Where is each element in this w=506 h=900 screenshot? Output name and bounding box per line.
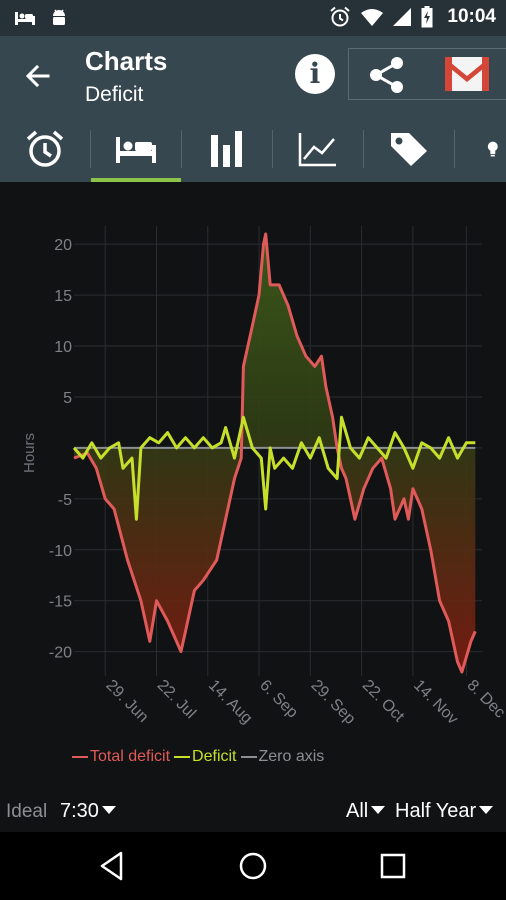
y-tick-label: -10	[49, 543, 72, 560]
page-subtitle: Deficit	[85, 83, 144, 106]
tab-trend[interactable]	[273, 116, 363, 182]
legend-item: Deficit	[174, 748, 237, 766]
trend-chart-icon	[298, 133, 336, 167]
chevron-down-icon	[371, 806, 386, 815]
wifi-icon	[361, 9, 384, 26]
signal-icon	[393, 8, 412, 26]
y-tick-label: -15	[49, 594, 72, 611]
ideal-value: 7:30	[60, 800, 99, 822]
alarm-clock-icon	[26, 130, 64, 167]
x-tick-label: 14. Aug	[205, 677, 255, 727]
y-tick-label: 15	[54, 288, 72, 305]
gmail-icon[interactable]	[445, 57, 489, 91]
chevron-down-icon	[479, 806, 494, 815]
chart-area: 20 15 10 5 -5 -10 -15 -20 Hours 29. Jun 22. Jul 14.…	[0, 182, 506, 792]
alarm-icon	[330, 6, 351, 27]
tab-bars[interactable]	[182, 116, 272, 182]
toolbar: Charts Deficit i	[0, 36, 506, 116]
tag-icon	[391, 133, 427, 166]
filter-all-dropdown[interactable]: All	[346, 800, 386, 823]
x-tick-label: 29. Sep	[307, 677, 358, 728]
tab-separator	[363, 130, 364, 168]
legend-item: Total deficit	[72, 748, 170, 766]
tab-bar	[0, 116, 506, 182]
legend-swatch	[240, 755, 257, 758]
tab-separator	[90, 130, 91, 168]
clock: 10:04	[447, 6, 496, 27]
tab-separator	[181, 130, 182, 168]
legend-item: Zero axis	[240, 748, 325, 766]
back-triangle-icon[interactable]	[97, 850, 129, 882]
legend-label: Deficit	[192, 748, 237, 765]
tab-separator	[272, 130, 273, 168]
arrow-back-icon[interactable]	[20, 58, 56, 94]
x-tick-label: 8. Dec	[464, 677, 506, 722]
tab-sleep[interactable]	[91, 116, 181, 182]
y-tick-label: 10	[54, 339, 72, 356]
chevron-down-icon	[101, 806, 116, 815]
selected-tab-indicator	[91, 178, 181, 182]
x-tick-label: 29. Jun	[102, 677, 151, 726]
x-tick-label: 14. Nov	[410, 677, 461, 728]
legend-swatch	[72, 755, 88, 758]
share-icon[interactable]	[367, 55, 407, 95]
x-tick-label: 6. Sep	[256, 677, 301, 722]
deficit-line	[72, 415, 476, 521]
ideal-label: Ideal	[6, 801, 48, 822]
tab-tips[interactable]	[455, 116, 506, 182]
range-value: Half Year	[395, 800, 477, 822]
android-icon	[53, 9, 65, 25]
page-title: Charts	[85, 46, 168, 76]
bed-icon	[15, 12, 35, 25]
lightbulb-icon	[487, 141, 498, 157]
navigation-bar	[0, 832, 506, 900]
bottom-controls: Ideal 7:30 All Half Year	[0, 792, 506, 832]
tab-separator	[454, 130, 455, 168]
x-tick-label: 22. Jul	[154, 677, 199, 722]
tab-alarm[interactable]	[0, 116, 90, 182]
legend-swatch	[174, 755, 191, 758]
tab-tags[interactable]	[364, 116, 454, 182]
legend-label: Total deficit	[90, 748, 171, 765]
bar-chart-icon	[211, 131, 242, 167]
legend-label: Zero axis	[258, 748, 325, 765]
y-tick-label: 5	[63, 390, 72, 407]
y-tick-label: -20	[49, 645, 72, 662]
battery-charging-icon	[421, 6, 433, 28]
total-deficit-area	[74, 234, 476, 672]
status-bar: 10:04	[0, 0, 506, 36]
range-dropdown[interactable]: Half Year	[395, 800, 494, 823]
bed-icon	[116, 137, 156, 163]
y-axis-label: Hours	[21, 433, 38, 473]
x-tick-label: 22. Oct	[359, 677, 408, 726]
total-deficit-line	[73, 232, 477, 674]
ideal-dropdown[interactable]: 7:30	[60, 800, 116, 823]
info-icon[interactable]: i	[295, 54, 335, 94]
recents-square-icon[interactable]	[377, 850, 409, 882]
chart-legend: Total deficit Deficit Zero axis	[72, 748, 328, 766]
home-circle-icon[interactable]	[237, 850, 269, 882]
action-group	[348, 48, 506, 100]
y-tick-label: -5	[58, 492, 72, 509]
filter-all-value: All	[346, 800, 369, 822]
y-tick-label: 20	[54, 237, 72, 254]
